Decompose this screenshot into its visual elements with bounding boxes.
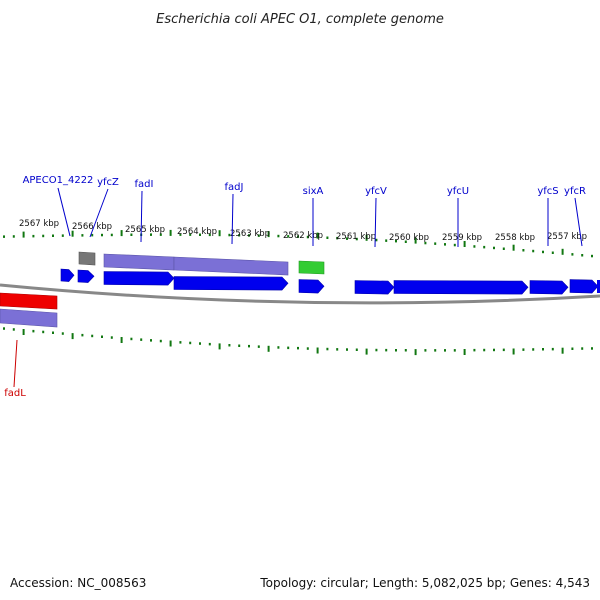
gene-product-bar [0,308,58,328]
outer-tick-marks [3,229,593,258]
gene-labels: APECO1_4222 yfcZ fadI fadJ sixA yfcV yfcU yfcS y… [4,175,586,399]
rna-gene-box [298,260,325,275]
genome-summary-text: Topology: circular; Length: 5,082,025 bp… [259,576,590,590]
scale-label: 2558 kbp [495,233,535,243]
gene-label-apeco1_4222: APECO1_4222 [23,175,94,186]
gene-leader-line [89,188,109,238]
scale-label: 2559 kbp [442,233,482,243]
gene-label-fadj: fadJ [225,182,244,193]
forward-gene-arrow [60,268,75,282]
gene-arrows [0,268,600,310]
gene-leader-lines [13,187,583,388]
gene-leader-line [231,193,234,245]
scale-label: 2566 kbp [72,222,112,232]
scale-label: 2565 kbp [125,225,165,235]
forward-gene-arrow [298,279,325,294]
scale-labels: 2567 kbp 2566 kbp 2565 kbp 2564 kbp 2563 kbp… [19,219,587,243]
gene-leader-line [140,190,143,243]
reverse-gene-arrow [0,292,58,310]
gene-label-yfcs: yfcS [537,186,558,197]
forward-gene-arrow [103,271,175,286]
scale-label: 2561 kbp [336,232,376,242]
genome-backbone [0,283,600,305]
forward-gene-arrow [393,280,529,295]
scale-label: 2557 kbp [547,232,587,242]
forward-gene-arrow [77,269,95,283]
gene-label-yfcv: yfcV [365,186,387,197]
pseudo-gene-box [78,251,96,266]
forward-gene-arrow [569,279,599,294]
forward-gene-arrow [354,280,395,295]
gene-label-fadi: fadI [135,179,154,190]
gene-leader-line [13,339,18,388]
gene-label-yfcz: yfcZ [97,177,119,188]
scale-label: 2562 kbp [283,231,323,241]
gene-label-yfcu: yfcU [447,186,469,197]
gene-product-bar [103,253,175,271]
scale-label: 2563 kbp [230,229,270,239]
gene-label-fadl: fadL [4,388,26,399]
gene-label-yfcr: yfcR [564,186,586,197]
gene-leader-line [574,197,583,247]
forward-gene-arrow [597,280,600,293]
gene-leader-line [57,187,71,237]
inner-tick-marks [3,327,593,356]
gene-label-sixa: sixA [303,186,324,197]
forward-gene-arrow [173,276,289,291]
scale-label: 2560 kbp [389,233,429,243]
scale-label: 2564 kbp [177,227,217,237]
accession-text: Accession: NC_008563 [10,576,146,590]
gene-products [0,251,325,328]
scale-label: 2567 kbp [19,219,59,229]
forward-gene-arrow [529,280,569,295]
map-title: Escherichia coli APEC O1, complete genom… [156,12,444,27]
gene-leader-line [374,197,377,248]
gene-product-bar [173,256,289,276]
